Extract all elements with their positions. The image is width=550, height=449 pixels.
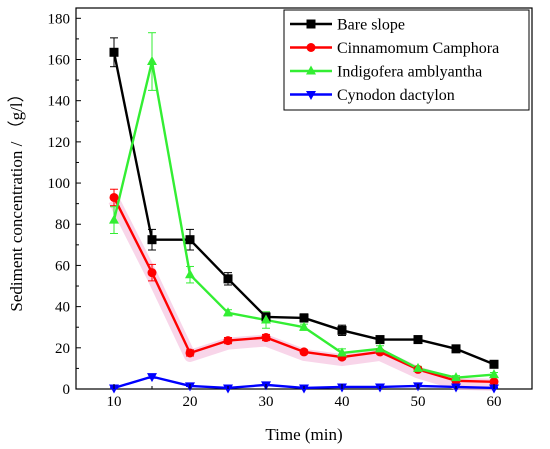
data-point-cinnamomum-camphora — [109, 192, 119, 202]
axes: 10 20 30 40 50 60 0 20 40 60 80 100 120 140 160 180 — [48, 11, 533, 410]
data-point-cinnamomum-camphora — [147, 268, 157, 278]
data-point-bare-slope — [375, 335, 385, 345]
x-axis-label: Time (min) — [265, 425, 342, 444]
legend-marker — [306, 43, 316, 52]
data-point-indigofera-amblyantha — [261, 314, 271, 324]
y-axis-label: Sediment concentration / （g/l） — [7, 85, 26, 311]
data-point-indigofera-amblyantha — [223, 307, 233, 317]
legend-label: Bare slope — [337, 17, 405, 34]
x-tick-label: 10 — [107, 394, 122, 410]
y-tick-label: 80 — [55, 217, 70, 233]
data-point-bare-slope — [489, 359, 499, 369]
y-tick-label: 20 — [55, 341, 70, 357]
data-point-indigofera-amblyantha — [185, 269, 195, 279]
data-point-indigofera-amblyantha — [375, 343, 385, 353]
y-tick-label: 60 — [55, 258, 70, 274]
x-tick-label: 20 — [183, 394, 198, 410]
data-point-cinnamomum-camphora — [223, 336, 233, 346]
data-point-indigofera-amblyantha — [413, 362, 423, 372]
data-point-bare-slope — [337, 325, 347, 335]
series-shade — [108, 197, 495, 391]
y-tick-label: 140 — [48, 94, 71, 110]
y-tick-label: 100 — [48, 176, 71, 192]
data-point-cinnamomum-camphora — [299, 347, 309, 357]
data-point-cinnamomum-camphora — [185, 348, 195, 358]
x-tick-label: 50 — [411, 394, 426, 410]
data-point-cinnamomum-camphora — [261, 333, 271, 343]
legend-marker — [306, 19, 316, 29]
data-point-bare-slope — [413, 335, 423, 345]
data-point-indigofera-amblyantha — [451, 372, 461, 382]
data-point-cinnamomum-camphora — [489, 377, 499, 387]
legend: Bare slope Cinnamomum Camphora Indigofera … — [283, 9, 530, 111]
data-point-bare-slope — [185, 235, 195, 245]
data-point-bare-slope — [451, 344, 461, 354]
legend-label: Cinnamomum Camphora — [337, 40, 499, 57]
y-tick-label: 160 — [48, 52, 71, 68]
x-tick-label: 30 — [259, 394, 274, 410]
y-tick-label: 40 — [55, 300, 70, 316]
y-tick-label: 0 — [63, 382, 71, 398]
data-point-indigofera-amblyantha — [109, 214, 119, 224]
y-tick-label: 180 — [48, 11, 71, 27]
legend-marker — [306, 65, 316, 75]
data-point-bare-slope — [109, 47, 119, 57]
data-point-indigofera-amblyantha — [489, 369, 499, 379]
x-tick-label: 40 — [335, 394, 350, 410]
shadow-layer — [108, 197, 495, 391]
legend-marker — [306, 91, 316, 100]
legend-label: Indigofera amblyantha — [337, 64, 482, 81]
data-point-bare-slope — [147, 235, 157, 245]
legend-label: Cynodon dactylon — [337, 87, 455, 104]
data-point-bare-slope — [299, 313, 309, 323]
data-point-indigofera-amblyantha — [337, 347, 347, 357]
data-point-indigofera-amblyantha — [299, 321, 309, 331]
data-point-indigofera-amblyantha — [147, 56, 157, 66]
data-point-bare-slope — [223, 274, 233, 284]
y-tick-label: 120 — [48, 135, 71, 151]
x-tick-label: 60 — [487, 394, 502, 410]
data-point-cynodon-dactylon — [147, 373, 157, 383]
